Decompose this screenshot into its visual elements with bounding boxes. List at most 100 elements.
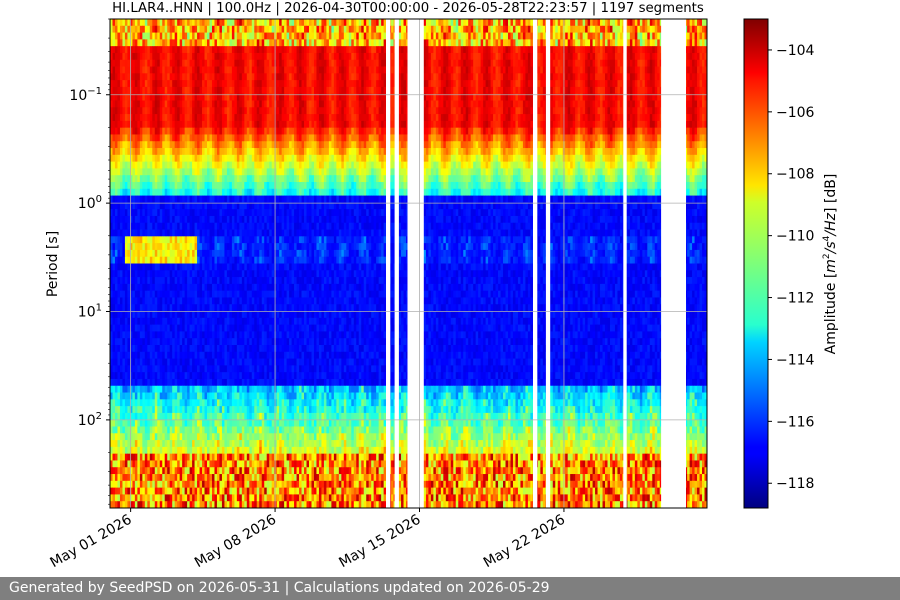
spectrogram-cell (368, 134, 372, 142)
spectrogram-cell (435, 141, 439, 149)
spectrogram-cell (376, 93, 380, 101)
spectrogram-cell (383, 86, 387, 95)
spectrogram-cell (460, 46, 464, 54)
spectrogram-cell (684, 120, 688, 129)
spectrogram-cell (361, 86, 365, 95)
spectrogram-cell (376, 59, 380, 67)
spectrogram-cell (617, 19, 621, 27)
spectrogram-cell (209, 107, 213, 115)
spectrogram-cell (649, 19, 653, 27)
spectrogram-cell (348, 32, 352, 40)
spectrogram-cell (694, 127, 698, 135)
spectrogram-cell (455, 127, 459, 135)
spectrogram-cell (649, 114, 653, 122)
spectrogram-cell (383, 107, 387, 115)
spectrogram-cell (687, 107, 690, 115)
spectrogram-cell (597, 114, 601, 122)
spectrogram-cell (279, 100, 283, 108)
spectrogram-cell (167, 19, 171, 27)
spectrogram-cell (179, 127, 183, 135)
spectrogram-cell (254, 25, 258, 33)
spectrogram-cell (699, 93, 703, 101)
spectrogram-cell (517, 148, 521, 156)
spectrogram-cell (500, 134, 504, 142)
spectrogram-cell (336, 141, 340, 149)
spectrogram-cell (503, 148, 506, 156)
spectrogram-cell (540, 120, 544, 129)
spectrogram-cell (197, 107, 200, 115)
spectrogram-cell (508, 114, 511, 122)
spectrogram-cell (600, 86, 603, 95)
spectrogram-cell (652, 148, 656, 156)
spectrogram-cell (500, 141, 504, 149)
spectrogram-cell (609, 52, 613, 61)
spectrogram-cell (112, 86, 116, 95)
spectrogram-cell (152, 107, 156, 115)
spectrogram-cell (378, 32, 382, 40)
spectrogram-cell (600, 127, 603, 135)
spectrogram-cell (147, 66, 151, 74)
spectrogram-cell (211, 154, 215, 163)
spectrogram-cell (592, 59, 596, 67)
spectrogram-cell (184, 46, 188, 54)
spectrogram-cell (617, 80, 621, 88)
spectrogram-cell (318, 73, 322, 81)
spectrogram-cell (619, 93, 623, 101)
spectrogram-cell (336, 148, 340, 156)
spectrogram-cell (236, 148, 240, 156)
spectrogram-cell (134, 148, 138, 156)
spectrogram-cell (366, 120, 370, 129)
spectrogram-cell (468, 25, 472, 33)
spectrogram-cell (503, 120, 506, 129)
spectrogram-cell (560, 39, 564, 47)
spectrogram-cell (448, 114, 452, 122)
spectrogram-cell (694, 52, 698, 61)
spectrogram-cell (470, 52, 474, 61)
spectrogram-cell (221, 127, 225, 135)
spectrogram-cell (246, 120, 250, 129)
spectrogram-cell (517, 86, 521, 95)
spectrogram-cell (644, 52, 648, 61)
spectrogram-cell (470, 141, 474, 149)
spectrogram-cell (239, 32, 243, 40)
spectrogram-cell (627, 39, 631, 47)
spectrogram-cell (692, 46, 695, 54)
spectrogram-cell (470, 107, 474, 115)
spectrogram-cell (137, 120, 141, 129)
spectrogram-cell (348, 46, 352, 54)
spectrogram-cell (647, 100, 651, 108)
spectrogram-cell (607, 25, 611, 33)
spectrogram-cell (112, 154, 116, 163)
spectrogram-cell (187, 32, 190, 40)
spectrogram-cell (194, 32, 198, 40)
spectrogram-cell (642, 141, 646, 149)
spectrogram-cell (172, 100, 176, 108)
spectrogram-cell (629, 100, 633, 108)
spectrogram-cell (276, 127, 280, 135)
spectrogram-cell (229, 59, 233, 67)
spectrogram-cell (517, 127, 521, 135)
spectrogram-cell (363, 93, 367, 101)
spectrogram-cell (555, 59, 559, 67)
spectrogram-cell (607, 120, 611, 129)
spectrogram-cell (331, 80, 335, 88)
spectrogram-cell (284, 32, 288, 40)
spectrogram-cell (597, 148, 601, 156)
spectrogram-cell (508, 100, 511, 108)
spectrogram-cell (498, 100, 501, 108)
spectrogram-cell (294, 86, 297, 95)
spectrogram-cell (376, 141, 380, 149)
spectrogram-cell (356, 154, 360, 163)
spectrogram-cell (202, 93, 205, 101)
spectrogram-cell (142, 100, 146, 108)
spectrogram-cell (216, 141, 220, 149)
spectrogram-cell (331, 127, 335, 135)
spectrogram-cell (343, 52, 347, 61)
spectrogram-cell (445, 59, 449, 67)
spectrogram-cell (649, 73, 653, 81)
spectrogram-cell (597, 66, 601, 74)
spectrogram-cell (483, 93, 487, 101)
spectrogram-cell (169, 39, 173, 47)
spectrogram-cell (343, 120, 347, 129)
spectrogram-cell (214, 39, 218, 47)
